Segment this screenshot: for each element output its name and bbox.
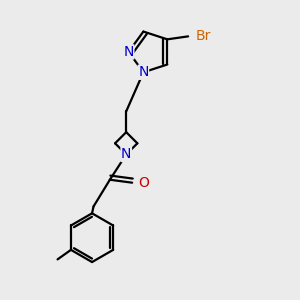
Text: Br: Br <box>196 29 211 44</box>
Text: O: O <box>139 176 150 190</box>
Text: N: N <box>121 148 131 161</box>
Text: N: N <box>138 65 148 79</box>
Text: N: N <box>123 45 134 59</box>
